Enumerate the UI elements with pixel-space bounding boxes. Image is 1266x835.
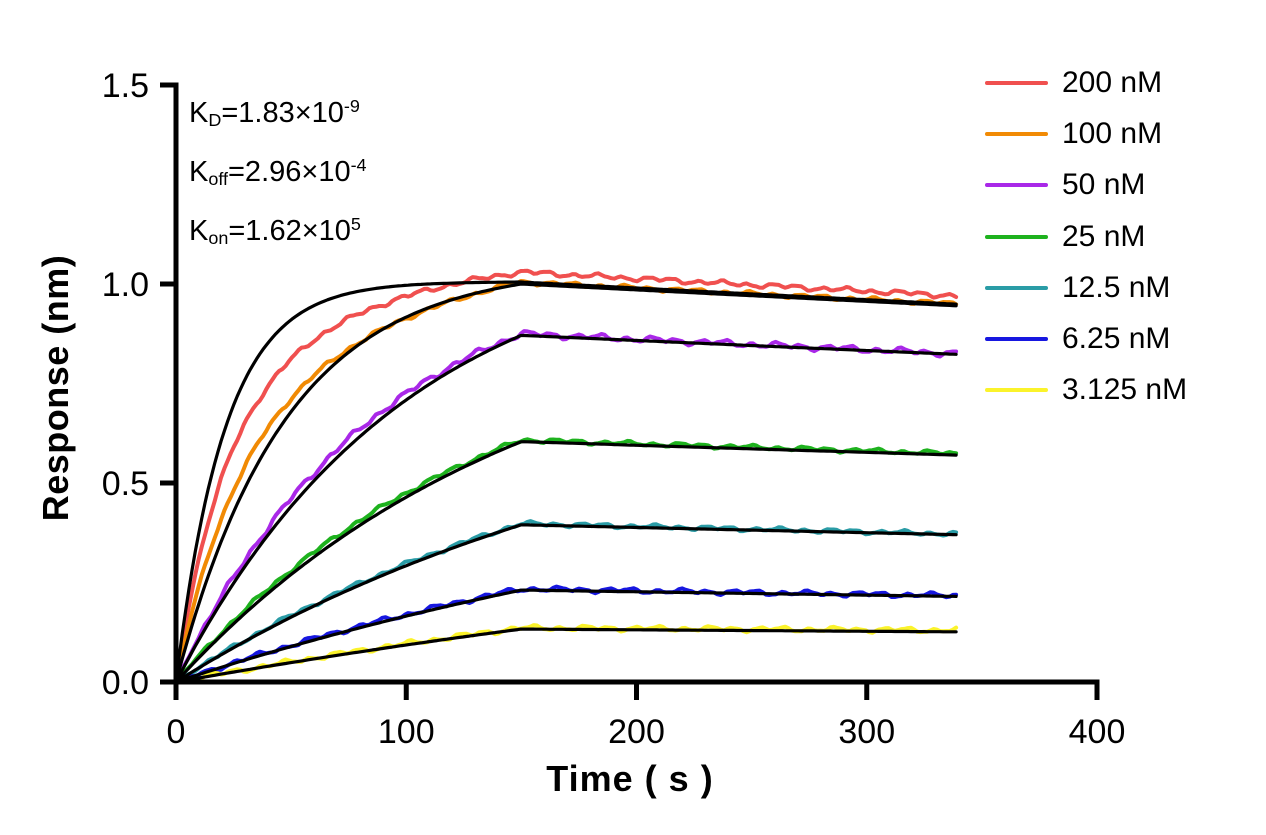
y-tick-label: 1.5 <box>102 67 149 105</box>
kd-symbol: K <box>189 96 209 129</box>
legend-label: 3.125 nM <box>1062 373 1188 407</box>
series-50nM-curve <box>174 329 959 684</box>
kon-value: =1.62×10 <box>228 214 351 247</box>
legend-swatch <box>985 80 1048 85</box>
legend-label: 50 nM <box>1062 168 1146 202</box>
series-3.125nM-curve <box>174 623 959 684</box>
legend-item: 6.25 nM <box>985 313 1187 364</box>
kd-subscript: D <box>208 109 222 130</box>
kd-value: =1.83×10 <box>221 96 344 129</box>
x-tick-label: 0 <box>167 713 186 751</box>
legend-swatch <box>985 234 1048 239</box>
legend-label: 12.5 nM <box>1062 270 1171 304</box>
legend-swatch <box>985 388 1048 393</box>
legend-label: 6.25 nM <box>1062 322 1171 356</box>
x-tick-label: 200 <box>608 713 665 751</box>
kon-symbol: K <box>189 214 209 247</box>
legend-swatch <box>985 183 1048 188</box>
series-200nM-fit <box>174 280 958 684</box>
legend-swatch <box>985 285 1048 290</box>
legend: 200 nM 100 nM 50 nM 25 nM 12.5 nM 6.25 nM 3.12… <box>985 57 1187 416</box>
y-tick-label: 1.0 <box>102 266 149 304</box>
series-100nM-fit <box>174 282 958 684</box>
series-200nM-curve <box>174 268 959 684</box>
y-axis-title: Response (nm) <box>35 254 76 522</box>
legend-swatch <box>985 131 1048 136</box>
y-tick-label: 0.0 <box>102 664 149 702</box>
series-100nM-curve <box>174 279 959 684</box>
series-6.25nM-curve <box>174 584 959 684</box>
x-axis-title: Time ( s ) <box>546 758 714 799</box>
koff-value: =2.96×10 <box>228 155 351 188</box>
koff-annotation: Koff=2.96×10-4 <box>189 143 367 202</box>
legend-label: 25 nM <box>1062 219 1146 253</box>
legend-item: 50 nM <box>985 160 1187 211</box>
koff-symbol: K <box>189 155 209 188</box>
y-tick-label: 0.5 <box>102 465 149 503</box>
series-12.5nM-fit <box>174 523 958 684</box>
koff-exponent: -4 <box>350 154 367 175</box>
x-tick-label: 300 <box>838 713 895 751</box>
legend-item: 100 nM <box>985 108 1187 159</box>
series-3.125nM-fit <box>174 627 958 684</box>
kon-annotation: Kon=1.62×105 <box>189 202 367 261</box>
kd-exponent: -9 <box>343 96 360 116</box>
legend-item: 12.5 nM <box>985 262 1187 313</box>
legend-item: 200 nM <box>985 57 1187 108</box>
series-12.5nM-curve <box>174 519 959 684</box>
legend-label: 200 nM <box>1062 65 1163 99</box>
x-tick-label: 100 <box>378 713 435 751</box>
kd-annotation: KD=1.83×10-9 <box>189 84 367 143</box>
x-tick-label: 400 <box>1069 713 1126 751</box>
legend-item: 3.125 nM <box>985 365 1187 416</box>
legend-swatch <box>985 337 1048 342</box>
legend-label: 100 nM <box>1062 116 1163 150</box>
legend-item: 25 nM <box>985 211 1187 262</box>
series-25nM-fit <box>174 440 958 684</box>
series-50nM-fit <box>174 333 958 684</box>
kon-subscript: on <box>208 227 229 248</box>
series-6.25nM-fit <box>174 588 958 684</box>
kon-exponent: 5 <box>350 213 361 234</box>
kinetics-annotations: KD=1.83×10-9 Koff=2.96×10-4 Kon=1.62×105 <box>189 84 367 260</box>
koff-subscript: off <box>208 168 228 189</box>
